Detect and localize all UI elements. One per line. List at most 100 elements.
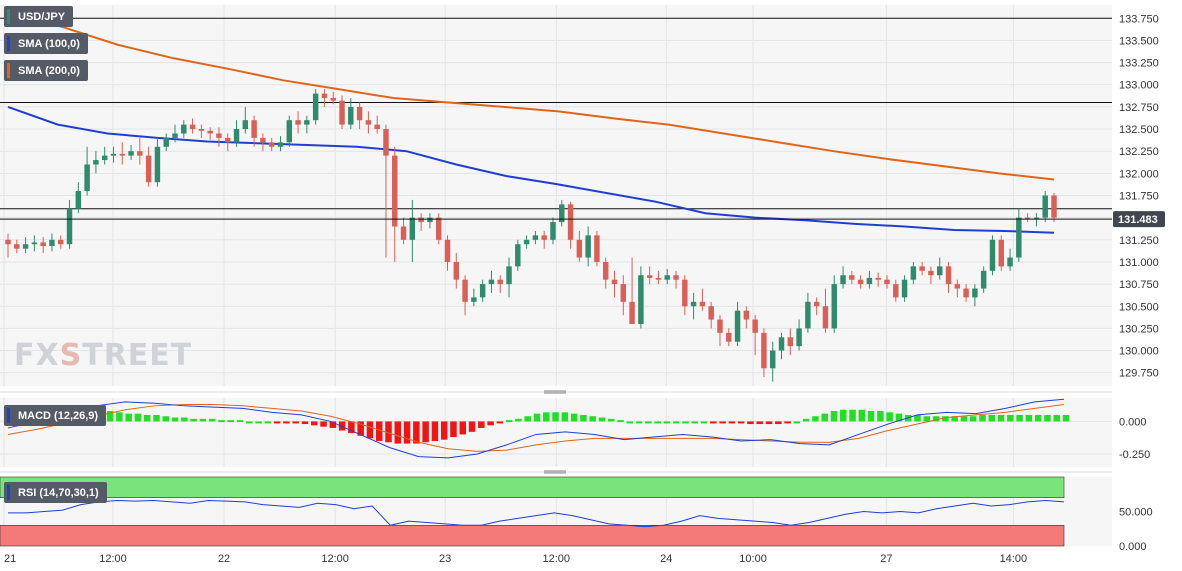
candle-body	[453, 261, 460, 280]
macd-histogram-bar	[988, 414, 996, 422]
macd-histogram-bar	[283, 421, 290, 424]
legend-usdjpy[interactable]: USD/JPY	[4, 6, 74, 27]
macd-axis-tick-label: -0.250	[1119, 449, 1150, 461]
candle-body	[31, 242, 38, 245]
candle-body	[831, 284, 837, 329]
price-axis-tick-label: 133.750	[1119, 13, 1159, 25]
legend-color-swatch	[7, 63, 10, 78]
candle-body	[576, 239, 583, 258]
macd-histogram-bar	[236, 420, 244, 423]
macd-histogram-bar	[997, 414, 1005, 422]
legend-color-swatch	[7, 36, 10, 51]
macd-histogram-bar	[366, 421, 374, 439]
candle-body	[216, 133, 222, 138]
macd-histogram-bar	[570, 413, 578, 422]
candle-body	[866, 277, 873, 285]
legend-color-swatch	[7, 9, 10, 24]
macd-histogram-bar	[598, 417, 606, 422]
candle-body	[101, 155, 108, 161]
macd-histogram-bar	[1007, 414, 1014, 422]
macd-histogram-bar	[1044, 414, 1051, 422]
candle-body	[743, 310, 750, 320]
candle-body	[822, 306, 829, 329]
price-axis-tick-label: 130.250	[1119, 323, 1159, 335]
price-axis-tick-label: 129.750	[1119, 368, 1159, 380]
macd-histogram-bar	[840, 409, 847, 422]
candle-body	[365, 120, 372, 125]
macd-histogram-bar	[1016, 414, 1023, 422]
candle-body	[875, 277, 881, 280]
macd-histogram-bar	[858, 409, 866, 422]
candle-body	[93, 160, 99, 165]
macd-histogram-bar	[385, 421, 392, 443]
candle-body	[154, 146, 161, 183]
macd-histogram-bar	[246, 421, 253, 424]
legend-macd-label: MACD (12,26,9)	[18, 409, 99, 422]
macd-histogram-bar	[617, 420, 624, 423]
macd-histogram-bar	[719, 421, 726, 424]
rsi-axis-tick-label: 50.000	[1119, 507, 1153, 519]
candle-body	[1007, 257, 1013, 267]
candle-body	[928, 270, 934, 276]
price-axis-tick-label: 132.750	[1119, 102, 1159, 114]
macd-histogram-bar	[747, 421, 754, 425]
candle-body	[910, 266, 917, 280]
legend-rsi[interactable]: RSI (14,70,30,1)	[4, 482, 107, 503]
candle-body	[638, 275, 644, 324]
legend-macd[interactable]: MACD (12,26,9)	[4, 405, 107, 426]
macd-histogram-bar	[793, 421, 801, 424]
macd-histogram-bar	[784, 421, 791, 424]
candle-body	[690, 301, 697, 307]
candle-body	[392, 155, 398, 227]
candle-body	[840, 275, 846, 285]
candle-body	[963, 288, 969, 298]
candle-body	[277, 142, 284, 147]
candle-body	[655, 277, 662, 280]
macd-histogram-bar	[821, 413, 828, 422]
macd-histogram-bar	[849, 409, 856, 422]
sma200-line	[7, 8, 1055, 181]
macd-histogram-bar	[171, 417, 179, 422]
time-axis-tick-label: 23	[439, 553, 451, 565]
candle-body	[796, 328, 802, 347]
price-axis-tick-label: 132.500	[1119, 124, 1159, 136]
candle-body	[198, 129, 205, 131]
time-axis-tick-label: 27	[880, 553, 892, 565]
macd-histogram-bar	[181, 417, 188, 422]
candle-body	[734, 310, 741, 342]
candle-body	[435, 217, 442, 240]
candle-body	[427, 217, 433, 223]
candle-body	[233, 129, 240, 143]
candle-body	[462, 279, 468, 302]
price-axis-tick-label: 131.000	[1119, 257, 1159, 269]
macd-histogram-bar	[737, 421, 745, 424]
candle-body	[646, 275, 653, 278]
candle-body	[207, 130, 213, 134]
candle-body	[682, 279, 688, 307]
candle-body	[321, 93, 328, 99]
candle-body	[673, 275, 679, 280]
macd-histogram-bar	[320, 421, 327, 427]
candle-body	[893, 284, 899, 298]
macd-histogram-bar	[765, 421, 773, 425]
candle-body	[567, 204, 574, 240]
legend-sma100-label: SMA (100,0)	[18, 37, 80, 50]
candle-body	[75, 191, 82, 209]
candle-body	[1024, 217, 1031, 220]
macd-histogram-bar	[691, 421, 699, 424]
candle-body	[22, 244, 29, 249]
macd-histogram-bar	[375, 421, 383, 441]
candle-body	[972, 288, 978, 298]
legend-sma100[interactable]: SMA (100,0)	[4, 33, 88, 54]
macd-histogram-bar	[654, 421, 661, 424]
sma100-line	[7, 105, 1055, 234]
candle-body	[805, 301, 811, 329]
legend-sma200[interactable]: SMA (200,0)	[4, 60, 88, 81]
macd-histogram-bar	[552, 412, 559, 422]
macd-histogram-bar	[645, 421, 652, 424]
candle-body	[189, 124, 196, 130]
candle-body	[488, 279, 495, 285]
macd-histogram-bar	[153, 414, 160, 422]
macd-histogram-bar	[450, 421, 457, 438]
macd-histogram-bar	[431, 421, 439, 441]
